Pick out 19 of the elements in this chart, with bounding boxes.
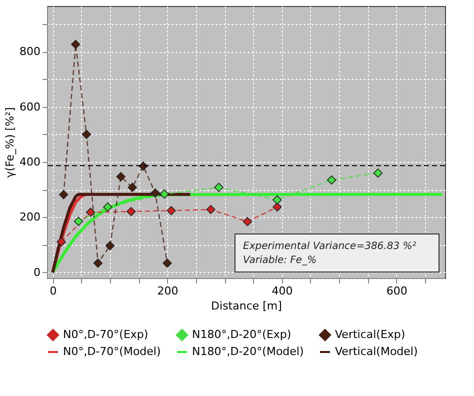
y-tick-label: 0 — [34, 266, 40, 279]
y-tick-label: 200 — [20, 210, 40, 224]
legend-label: N0°,D-70°(Model) — [63, 345, 161, 358]
legend-label: N0°,D-70°(Exp) — [63, 328, 148, 341]
y-tick-label: 800 — [20, 45, 40, 58]
y-axis-title: γ(Fe_%) [%²] — [4, 107, 17, 178]
y-tick-label: 600 — [20, 100, 40, 114]
x-axis-title: Distance [m] — [211, 300, 282, 312]
annotation: Variable: Fe_% — [243, 255, 317, 266]
annotation: Experimental Variance=386.83 %² — [243, 241, 416, 252]
x-tick-label: 400 — [272, 284, 293, 298]
x-tick-label: 200 — [157, 284, 178, 298]
legend-label: N180°,D-20°(Model) — [192, 345, 304, 358]
x-tick-label: 0 — [50, 284, 57, 298]
legend-label: N180°,D-20°(Exp) — [192, 328, 292, 341]
x-tick-label: 600 — [386, 284, 408, 298]
legend-label: Vertical(Model) — [335, 345, 418, 358]
y-tick-label: 400 — [20, 156, 40, 169]
legend-label: Vertical(Exp) — [335, 328, 406, 341]
